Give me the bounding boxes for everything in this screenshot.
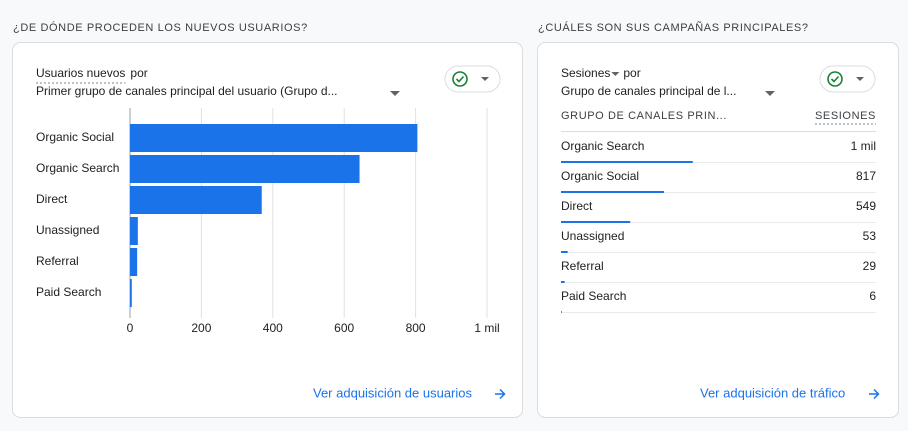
x-tick-label: 800: [406, 321, 426, 335]
row-label: Referral: [561, 259, 604, 273]
dropdown-icon[interactable]: [390, 91, 400, 96]
bar: [130, 248, 138, 276]
x-tick-label: 0: [127, 321, 134, 335]
dimension-selector[interactable]: Grupo de canales principal de l...: [561, 84, 736, 98]
x-tick-label: 600: [334, 321, 354, 335]
bar: [130, 124, 418, 152]
y-tick-label: Direct: [36, 192, 68, 206]
row-label: Direct: [561, 199, 593, 213]
dropdown-icon: [856, 77, 864, 81]
row-label: Organic Search: [561, 139, 644, 153]
by-text: por: [130, 66, 147, 80]
metric-selector[interactable]: Sesiones: [561, 66, 610, 80]
dimension-selector[interactable]: Primer grupo de canales principal del us…: [36, 84, 338, 98]
arrow-icon[interactable]: [869, 388, 880, 400]
x-tick-label: 1 mil: [474, 321, 499, 335]
column-header: GRUPO DE CANALES PRIN...: [561, 110, 727, 122]
check-icon: [827, 71, 843, 87]
check-icon: [452, 71, 468, 87]
column-header: SESIONES: [815, 110, 876, 122]
y-tick-label: Unassigned: [36, 223, 99, 237]
bar: [561, 191, 664, 193]
dropdown-icon[interactable]: [765, 91, 775, 96]
card: [537, 42, 899, 418]
check-icon: [830, 75, 840, 83]
arrow-icon[interactable]: [495, 388, 506, 400]
y-tick-label: Paid Search: [36, 285, 101, 299]
bar: [561, 281, 565, 283]
dropdown-icon: [481, 77, 489, 81]
link[interactable]: Ver adquisición de tráfico: [700, 385, 845, 400]
bar: [561, 221, 631, 223]
bar: [561, 161, 693, 163]
bar: [130, 155, 360, 183]
row-label: Unassigned: [561, 229, 624, 243]
link[interactable]: Ver adquisición de usuarios: [313, 385, 472, 400]
row-value: 6: [869, 289, 876, 303]
bar: [561, 251, 568, 253]
bar: [130, 217, 138, 245]
card-heading: ¿DE DÓNDE PROCEDEN LOS NUEVOS USUARIOS?: [13, 21, 308, 34]
row-value: 29: [863, 259, 877, 273]
y-tick-label: Organic Search: [36, 161, 119, 175]
y-tick-label: Referral: [36, 254, 79, 268]
row-value: 53: [863, 229, 877, 243]
row-value: 549: [856, 199, 876, 213]
by-text: por: [623, 66, 640, 80]
row-label: Paid Search: [561, 289, 626, 303]
row-label: Organic Social: [561, 169, 639, 183]
row-value: 1 mil: [851, 139, 876, 153]
dropdown-icon[interactable]: [611, 72, 620, 76]
bar: [561, 311, 562, 313]
card-heading: ¿CUÁLES SON SUS CAMPAÑAS PRINCIPALES?: [538, 21, 809, 34]
y-tick-label: Organic Social: [36, 130, 114, 144]
check-icon: [455, 75, 465, 83]
row-value: 817: [856, 169, 876, 183]
metric-selector[interactable]: Usuarios nuevos: [36, 66, 125, 80]
bar: [130, 186, 262, 214]
x-tick-label: 200: [191, 321, 211, 335]
bar: [130, 279, 132, 307]
x-tick-label: 400: [263, 321, 283, 335]
